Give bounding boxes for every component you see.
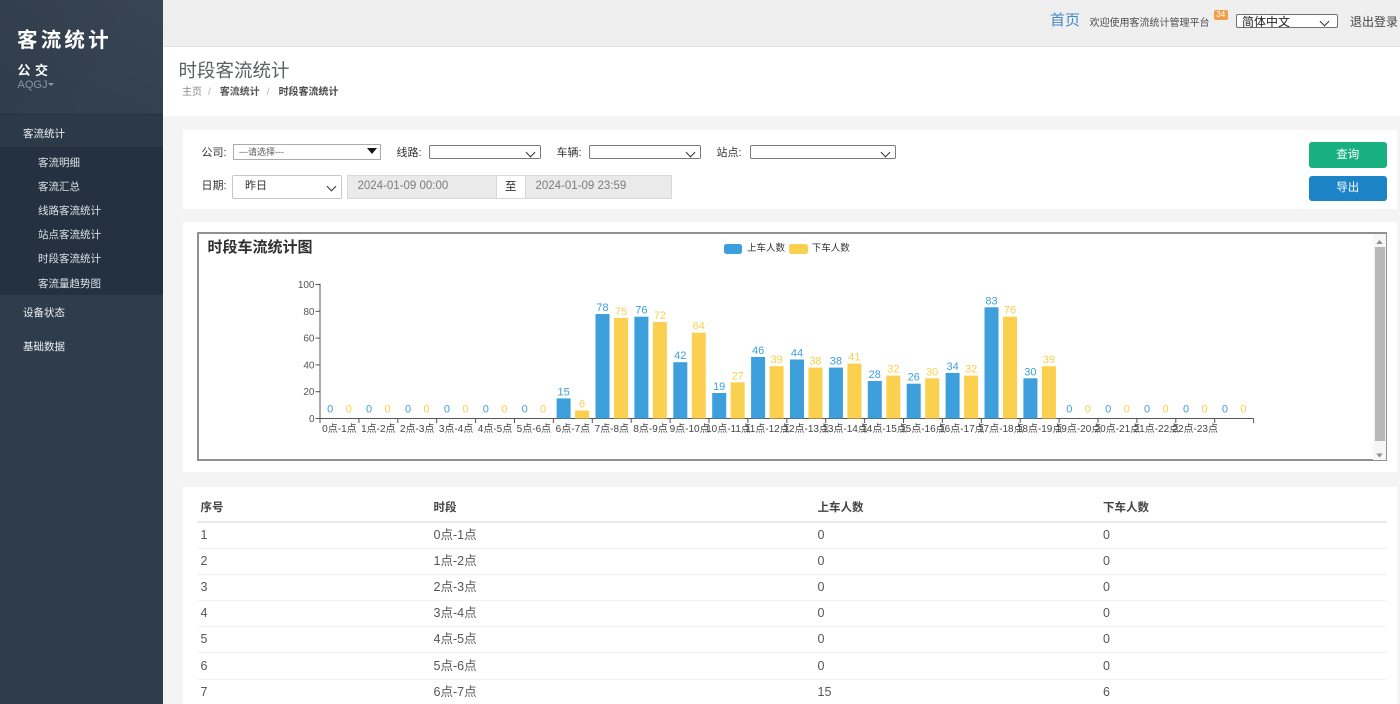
svg-text:16点-17点: 16点-17点 [939,422,985,434]
svg-text:27: 27 [731,370,743,382]
svg-text:0: 0 [1066,403,1072,415]
svg-text:18点-19点: 18点-19点 [1016,422,1062,434]
svg-text:0: 0 [501,403,507,415]
svg-text:39: 39 [1042,354,1054,366]
svg-text:46: 46 [751,344,763,356]
svg-text:10点-11点: 10点-11点 [706,422,751,434]
svg-text:5点-6点: 5点-6点 [516,422,550,434]
svg-text:2点-3点: 2点-3点 [399,422,433,434]
svg-text:15点-16点: 15点-16点 [900,422,946,434]
svg-text:72: 72 [653,310,665,322]
svg-text:100: 100 [297,280,314,291]
svg-text:75: 75 [614,306,626,318]
svg-text:0: 0 [404,403,410,415]
svg-text:13点-14点: 13点-14点 [822,422,868,434]
svg-text:0: 0 [384,403,390,415]
svg-text:11点-12点: 11点-12点 [744,422,789,434]
svg-text:3点-4点: 3点-4点 [438,422,472,434]
svg-text:17点-18点: 17点-18点 [978,422,1024,434]
svg-text:0: 0 [1221,403,1227,415]
svg-text:0: 0 [540,403,546,415]
svg-text:22点-23点: 22点-23点 [1172,422,1218,434]
svg-text:42: 42 [674,350,686,362]
svg-text:0: 0 [327,403,333,415]
svg-text:76: 76 [635,304,647,316]
svg-text:20: 20 [303,387,315,398]
svg-text:64: 64 [692,320,704,332]
svg-text:0: 0 [482,403,488,415]
svg-text:32: 32 [887,363,899,375]
svg-text:0点-1点: 0点-1点 [322,422,356,434]
svg-text:7点-8点: 7点-8点 [594,422,628,434]
svg-text:30: 30 [926,366,938,378]
svg-text:60: 60 [303,333,315,344]
svg-text:78: 78 [596,302,608,314]
svg-text:0: 0 [1105,403,1111,415]
svg-text:80: 80 [303,306,315,317]
svg-text:14点-15点: 14点-15点 [861,422,907,434]
svg-text:20点-21点: 20点-21点 [1094,422,1140,434]
svg-text:6: 6 [579,398,585,410]
svg-text:0: 0 [521,403,527,415]
svg-text:0: 0 [1144,403,1150,415]
svg-text:4点-5点: 4点-5点 [477,422,511,434]
svg-text:0: 0 [462,403,468,415]
svg-text:0: 0 [1084,403,1090,415]
svg-text:6点-7点: 6点-7点 [555,422,589,434]
svg-text:32: 32 [964,363,976,375]
svg-text:41: 41 [848,351,860,363]
svg-text:0: 0 [308,414,314,425]
svg-text:0: 0 [345,403,351,415]
svg-text:0: 0 [443,403,449,415]
svg-text:0: 0 [1162,403,1168,415]
svg-text:26: 26 [907,371,919,383]
svg-text:34: 34 [946,360,958,372]
svg-text:40: 40 [303,360,315,371]
svg-text:0: 0 [366,403,372,415]
svg-text:38: 38 [809,355,821,367]
svg-text:0: 0 [1123,403,1129,415]
svg-text:8点-9点: 8点-9点 [633,422,667,434]
svg-text:0: 0 [1240,403,1246,415]
svg-text:19点-20点: 19点-20点 [1055,422,1101,434]
svg-text:76: 76 [1003,304,1015,316]
svg-text:39: 39 [770,354,782,366]
svg-text:12点-13点: 12点-13点 [783,422,829,434]
svg-text:19: 19 [713,381,725,393]
svg-text:1点-2点: 1点-2点 [361,422,395,434]
svg-text:30: 30 [1024,366,1036,378]
svg-text:83: 83 [985,295,997,307]
svg-text:0: 0 [1182,403,1188,415]
svg-text:0: 0 [423,403,429,415]
svg-text:38: 38 [829,355,841,367]
svg-text:28: 28 [868,369,880,381]
svg-text:44: 44 [790,347,802,359]
svg-text:0: 0 [1201,403,1207,415]
svg-text:21点-22点: 21点-22点 [1133,422,1179,434]
svg-text:15: 15 [557,386,569,398]
svg-text:9点-10点: 9点-10点 [669,422,709,434]
